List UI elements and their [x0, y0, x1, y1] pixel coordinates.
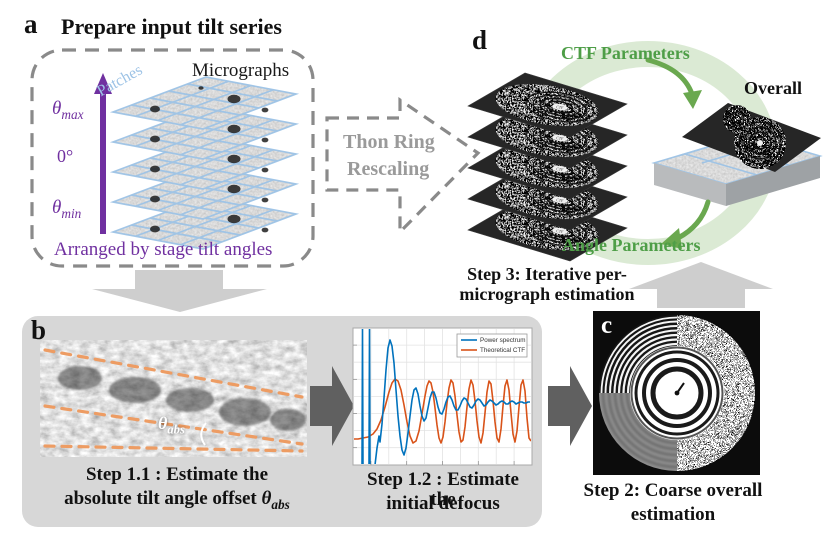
angle-parameters-label: Angle Parameters	[562, 235, 701, 255]
tilt-axis-arrow	[94, 73, 112, 234]
plot-ticks	[353, 344, 515, 465]
step2-label-line1: Step 2: Coarse overall	[583, 480, 763, 501]
zero-degree-label: 0°	[57, 146, 74, 166]
panel-b-letter: b	[31, 315, 47, 345]
step3-label-line1: Step 3: Iterative per-	[467, 264, 627, 284]
step12-label-line2: initial defocus	[386, 493, 500, 514]
step3-label-line2: micrograph estimation	[459, 284, 635, 304]
panel-a-letter: a	[24, 9, 38, 39]
panel-a-dashed-border	[30, 48, 315, 268]
defocus-fit-plot: Power spectrum Theoretical CTF	[352, 327, 533, 466]
arrow-a-to-b	[92, 270, 267, 312]
theta-max-label: θmax	[52, 98, 84, 122]
overall-group	[651, 103, 823, 206]
plot-legend: Power spectrum Theoretical CTF	[456, 333, 528, 358]
angle-arc-mark	[200, 422, 207, 446]
arranged-by-tilt-label: Arranged by stage tilt angles	[54, 239, 273, 260]
theta-abs-image-label: θabs	[158, 413, 185, 437]
micrograph-stack	[113, 77, 296, 249]
step11-label-line1: Step 1.1 : Estimate the	[85, 464, 269, 485]
panel-c-letter: c	[601, 312, 613, 339]
arrow-step12-to-step2	[548, 366, 592, 446]
thon-ring-stack	[468, 73, 627, 261]
overall-label: Overall	[744, 78, 802, 98]
theoretical-ctf-curve	[354, 378, 531, 444]
theta-min-label: θmin	[52, 197, 82, 221]
arrow-step11-to-step12	[310, 366, 354, 446]
thon-ring-label-line2: Rescaling	[347, 158, 430, 180]
tilt-boundary-dashed-lines	[43, 348, 304, 453]
thon-ring-label-line1: Thon Ring	[343, 131, 435, 153]
step2-label-line2: estimation	[630, 504, 716, 525]
arrow-c-to-d	[629, 262, 773, 308]
step11-label-line2: absolute tilt angle offset θabs	[64, 488, 290, 512]
step12-label-line1: Step 1.2 : Estimate the	[367, 469, 519, 510]
tomogram-slice-image	[40, 340, 307, 457]
overall-spectrum-rings	[723, 105, 786, 169]
ctf-parameters-label: CTF Parameters	[561, 43, 690, 63]
panel-d-letter: d	[472, 25, 488, 55]
micrographs-label: Micrographs	[192, 60, 290, 81]
coarse-spectrum-image	[593, 311, 760, 475]
angle-parameters-arrow	[661, 199, 711, 249]
legend-label-power-spectrum: Power spectrum	[480, 337, 526, 344]
ctf-parameters-arrow	[645, 57, 702, 109]
legend-label-theoretical-ctf: Theoretical CTF	[480, 347, 525, 354]
thon-ring-rescaling-arrow	[325, 96, 481, 236]
power-spectrum-curve	[361, 329, 530, 464]
panel-a-title: Prepare input tilt series	[61, 14, 282, 39]
